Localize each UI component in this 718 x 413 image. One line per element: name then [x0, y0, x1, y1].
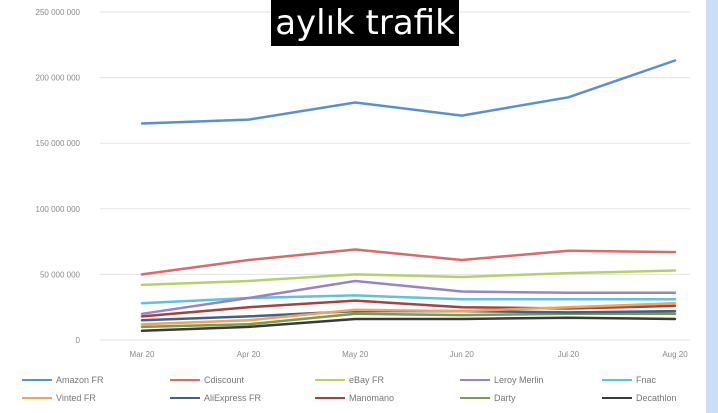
- x-tick-label: Jul 20: [558, 350, 580, 359]
- legend-swatch: [602, 379, 632, 381]
- legend-label: Manomano: [349, 393, 395, 403]
- right-edge-strip: [706, 0, 718, 413]
- series-line-cdiscount: [140, 248, 677, 276]
- legend-label: Vinted FR: [56, 393, 96, 403]
- y-tick-label: 0: [76, 336, 81, 345]
- legend-label: eBay FR: [349, 375, 385, 385]
- y-tick-label: 200 000 000: [36, 74, 81, 83]
- y-tick-label: 100 000 000: [36, 205, 81, 214]
- series-line-darty: [140, 312, 677, 329]
- chart-legend: Amazon FR Cdiscount eBay FR Leroy Merlin Fna…: [0, 369, 706, 413]
- series-line-ebay-fr: [140, 269, 677, 287]
- legend-swatch: [315, 379, 345, 381]
- legend-swatch: [460, 397, 490, 399]
- legend-swatch: [315, 397, 345, 399]
- series-line-vinted-fr: [140, 302, 677, 326]
- legend-label: Darty: [494, 393, 516, 403]
- x-tick-label: Aug 20: [662, 350, 688, 359]
- legend-label: Amazon FR: [56, 375, 104, 385]
- legend-label: AliExpress FR: [204, 393, 262, 403]
- y-tick-label: 50 000 000: [40, 270, 81, 279]
- legend-label: Leroy Merlin: [494, 375, 544, 385]
- x-tick-label: May 20: [342, 350, 369, 359]
- chart-title: aylık trafik: [271, 0, 459, 46]
- series-line-fnac: [140, 294, 677, 305]
- y-tick-label: 250 000 000: [36, 8, 81, 17]
- legend-swatch: [170, 397, 200, 399]
- y-tick-label: 150 000 000: [36, 139, 81, 148]
- legend-swatch: [602, 397, 632, 399]
- series-line-leroy-merlin: [140, 279, 677, 316]
- x-tick-label: Apr 20: [237, 350, 261, 359]
- legend-swatch: [22, 397, 52, 399]
- legend-label: Fnac: [636, 375, 657, 385]
- legend-label: Decathlon: [636, 393, 677, 403]
- x-tick-label: Jun 20: [450, 350, 475, 359]
- legend-label: Cdiscount: [204, 375, 245, 385]
- legend-swatch: [460, 379, 490, 381]
- legend-swatch: [170, 379, 200, 381]
- x-tick-label: Mar 20: [130, 350, 155, 359]
- legend-swatch: [22, 379, 52, 381]
- series-line-amazon-fr: [140, 59, 677, 125]
- series-line-decathlon: [140, 316, 677, 333]
- series-line-manomano: [140, 299, 677, 318]
- chart-plot: 0 50 000 000 100 000 000 150 000 000 200 000…: [36, 8, 690, 359]
